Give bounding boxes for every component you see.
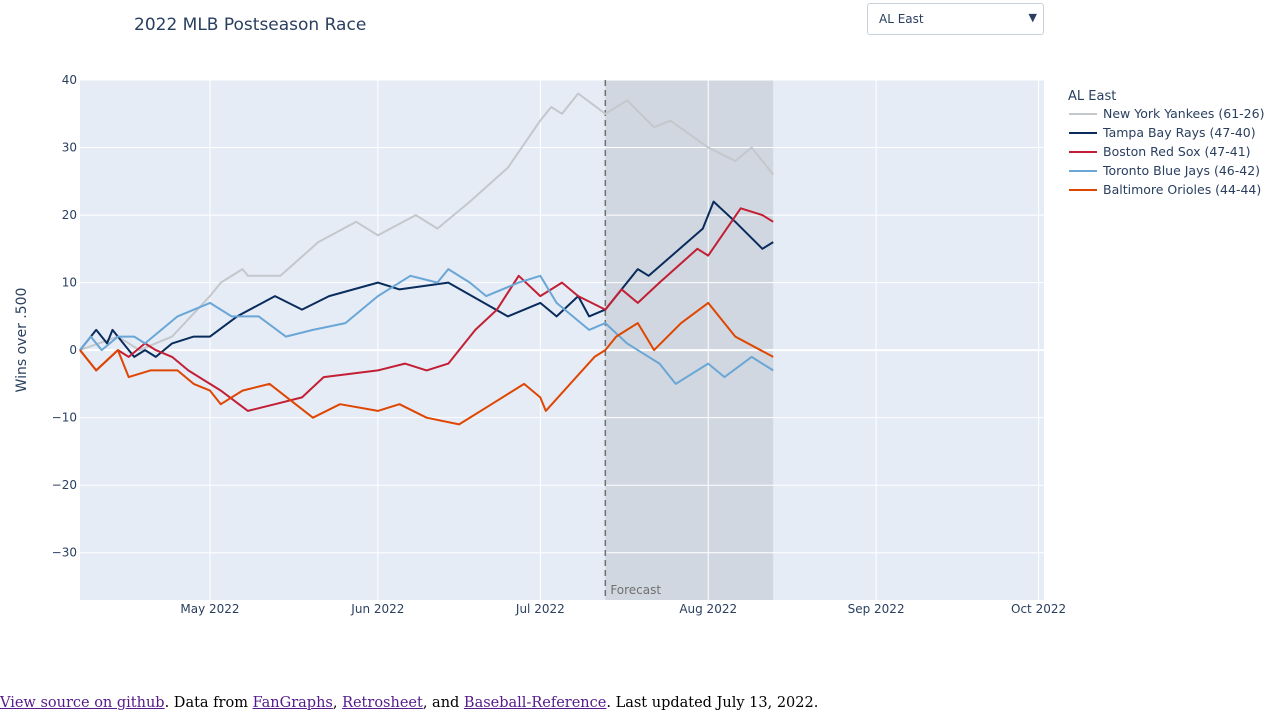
footer-text-a: . Data from: [164, 695, 253, 711]
forecast-shade: [605, 80, 774, 600]
y-tick-label: 20: [62, 208, 77, 222]
legend-item-label[interactable]: New York Yankees (61-26): [1103, 106, 1264, 121]
division-select[interactable]: AL East ▼: [867, 3, 1044, 35]
series-line[interactable]: [79, 207, 774, 412]
retrosheet-link[interactable]: Retrosheet: [342, 695, 423, 711]
footer-text-d: . Last updated July 13, 2022.: [606, 695, 819, 711]
x-tick-label: Sep 2022: [848, 602, 905, 616]
x-axis-ticks: May 2022 Jun 2022 Jul 2022 Aug 2022 Sep 2022…: [180, 602, 1066, 616]
y-tick-label: −30: [52, 546, 77, 560]
legend-item-label[interactable]: Baltimore Orioles (44-44): [1103, 182, 1261, 197]
legend: AL East New York Yankees (61-26) Tampa Ba…: [1068, 89, 1264, 197]
chevron-down-icon: ▼: [1028, 11, 1037, 24]
footer-note: View source on github. Data from FanGrap…: [0, 695, 818, 711]
y-tick-label: 0: [69, 343, 77, 357]
x-tick-label: Aug 2022: [679, 602, 737, 616]
series-line[interactable]: [79, 268, 774, 385]
chart-title: 2022 MLB Postseason Race: [134, 15, 366, 35]
division-select-value: AL East: [879, 12, 924, 26]
footer-text-b: ,: [332, 695, 343, 711]
plot-background: [80, 80, 1044, 600]
legend-item-label[interactable]: Tampa Bay Rays (47-40): [1102, 125, 1256, 140]
x-tick-label: Oct 2022: [1011, 602, 1066, 616]
fangraphs-link[interactable]: FanGraphs: [252, 695, 333, 711]
series-line[interactable]: [79, 200, 774, 358]
baseball-reference-link[interactable]: Baseball-Reference: [463, 695, 607, 711]
legend-title: AL East: [1068, 89, 1116, 104]
y-axis-label: Wins over .500: [14, 288, 30, 393]
legend-item-label[interactable]: Boston Red Sox (47-41): [1103, 144, 1251, 159]
x-tick-label: May 2022: [180, 602, 239, 616]
gridlines: [80, 79, 1044, 600]
x-tick-label: Jul 2022: [515, 602, 565, 616]
series-lines: [79, 92, 774, 426]
github-link[interactable]: View source on github: [0, 695, 165, 711]
y-tick-label: 30: [62, 141, 77, 155]
series-line[interactable]: [79, 92, 774, 352]
forecast-label: Forecast: [610, 583, 661, 597]
y-tick-label: 10: [62, 276, 77, 290]
y-tick-label: 40: [62, 73, 77, 87]
y-tick-label: −10: [52, 411, 77, 425]
y-axis-ticks: 40 30 20 10 0 −10 −20 −30: [52, 73, 77, 560]
footer-text-c: , and: [422, 695, 464, 711]
series-line[interactable]: [79, 301, 774, 426]
x-tick-label: Jun 2022: [350, 602, 404, 616]
y-tick-label: −20: [52, 478, 77, 492]
legend-item-label[interactable]: Toronto Blue Jays (46-42): [1102, 163, 1260, 178]
